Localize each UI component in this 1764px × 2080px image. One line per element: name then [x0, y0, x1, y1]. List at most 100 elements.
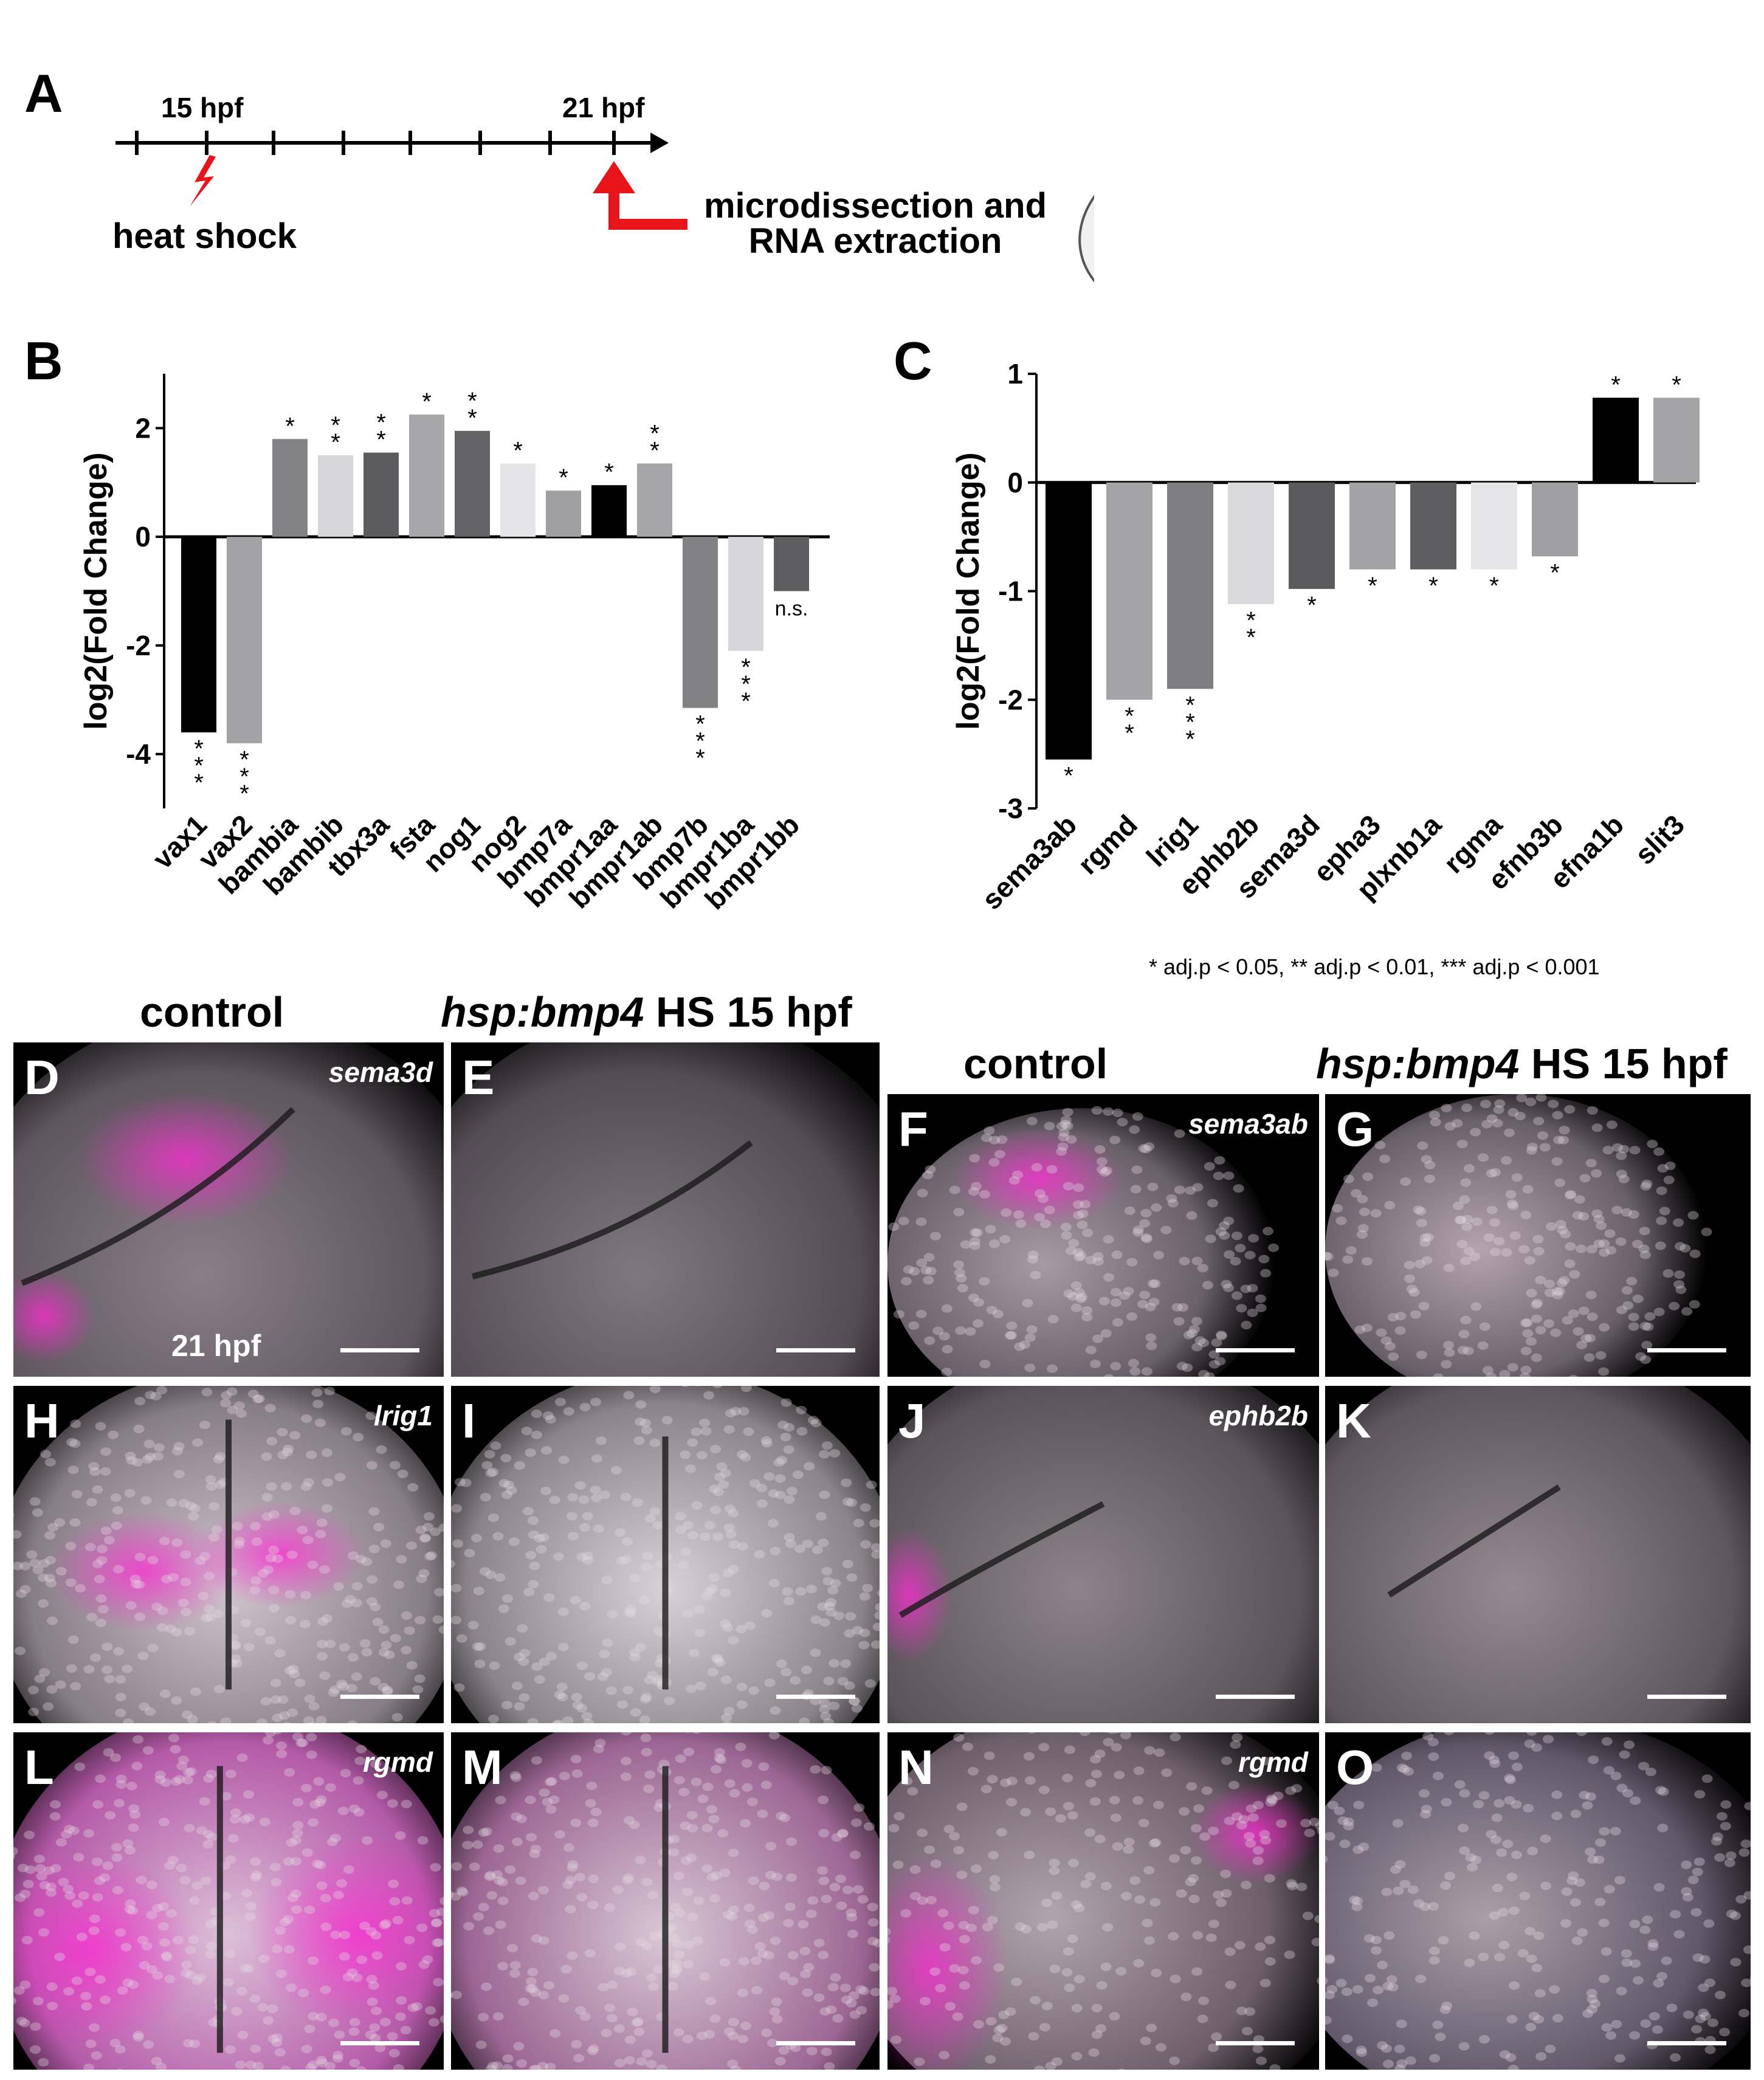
header-control-right: control — [963, 1040, 1108, 1087]
category-label-rgmd: rgmd — [1072, 808, 1143, 880]
significance-star: * — [422, 388, 432, 415]
tick-label-21hpf: 21 hpf — [562, 92, 645, 123]
bar-ephb2b — [1228, 482, 1274, 604]
panel-letter-o: O — [1336, 1740, 1374, 1794]
scale-bar — [1216, 1348, 1295, 1352]
panel-letter-i: I — [462, 1394, 476, 1448]
micro-panel-n: N rgmd — [887, 1732, 1319, 2070]
bar-fsta — [409, 415, 444, 537]
tissue-image — [451, 1732, 880, 2070]
significance-star: * — [695, 711, 705, 738]
bar-bmp7a — [546, 491, 581, 537]
panel-letter-d: D — [24, 1050, 60, 1104]
bar-rgma — [1471, 482, 1517, 570]
significance-star: * — [331, 429, 340, 456]
y-axis-label: log2(Fold Change) — [78, 452, 114, 729]
micro-panel-m: M — [451, 1732, 880, 2070]
header-hs-rest: HS 15 hpf — [1519, 1040, 1728, 1087]
category-label-slit3: slit3 — [1628, 808, 1690, 870]
y-tick-label: -2 — [126, 630, 151, 661]
significance-star: * — [1185, 726, 1195, 752]
bar-bambia — [272, 439, 308, 537]
y-tick-label: -2 — [998, 684, 1023, 715]
heat-shock-label: heat shock — [112, 216, 297, 256]
significance-star: * — [331, 412, 340, 439]
significance-star: * — [1307, 592, 1317, 619]
significance-footnote: * adj.p < 0.05, ** adj.p < 0.01, *** adj… — [1149, 954, 1600, 979]
timeline-svg — [115, 131, 1094, 283]
stage-label: 21 hpf — [171, 1329, 261, 1363]
y-tick-label: -1 — [998, 576, 1023, 607]
significance-star: * — [467, 388, 477, 415]
header-control-left: control — [140, 988, 284, 1036]
tissue-image — [13, 1732, 444, 2070]
scale-bar — [1216, 1695, 1295, 1699]
scale-bar — [1647, 1348, 1726, 1352]
bar-efna1b — [1593, 398, 1639, 483]
bar-bmpr1aa — [591, 485, 627, 537]
micro-panel-f: F sema3ab — [887, 1094, 1319, 1377]
header-hs-right: hsp:bmp4 HS 15 hpf — [1316, 1042, 1728, 1085]
category-label-sema3ab: sema3ab — [976, 808, 1083, 915]
timeline-arrowhead — [650, 133, 669, 153]
bar-bmp7b — [683, 537, 718, 708]
scale-bar — [1647, 1695, 1726, 1699]
panel-letter-a: A — [24, 63, 63, 123]
y-axis-label: log2(Fold Change) — [951, 452, 986, 729]
bar-bmpr1ab — [637, 463, 672, 537]
bar-vax2 — [227, 537, 262, 743]
significance-star: * — [194, 770, 204, 796]
bar-tbx3a — [363, 452, 399, 537]
micro-panel-o: O — [1325, 1732, 1751, 2070]
tissue-image — [887, 1094, 1319, 1377]
panel-letter-b: B — [24, 331, 63, 391]
bar-bmpr1bb — [774, 537, 809, 591]
significance-star: * — [1064, 763, 1073, 790]
significance-star: * — [467, 405, 477, 432]
embryo-head-diagram — [1078, 195, 1094, 283]
significance-star: * — [1246, 624, 1256, 651]
micro-panel-g: G — [1325, 1094, 1751, 1377]
significance-star: * — [239, 763, 249, 790]
gene-label-sema3d: sema3d — [328, 1056, 433, 1088]
scale-bar — [340, 1348, 419, 1352]
scale-bar — [340, 2041, 419, 2045]
significance-star: * — [376, 427, 386, 453]
significance-star: * — [741, 671, 751, 698]
micro-panel-l: L rgmd — [13, 1732, 444, 2070]
tissue-image — [451, 1042, 880, 1377]
heat-shock-lightning-icon — [190, 155, 216, 207]
panel-letter-g: G — [1336, 1102, 1374, 1156]
micro-panel-h: H lrig1 — [13, 1386, 444, 1723]
bar-bmpr1ba — [728, 537, 763, 651]
tissue-image — [887, 1732, 1319, 2070]
scale-bar — [776, 2041, 855, 2045]
y-tick-label: 0 — [1007, 467, 1023, 498]
bar-plxnb1a — [1410, 482, 1456, 570]
scale-bar — [776, 1695, 855, 1699]
y-tick-label: -3 — [998, 793, 1023, 824]
header-hs-rest: HS 15 hpf — [644, 988, 852, 1036]
header-hs-gene: hsp:bmp4 — [1316, 1040, 1520, 1087]
tissue-image — [451, 1386, 880, 1723]
microdissection-label: microdissection and RNA extraction — [699, 188, 1052, 259]
microdissection-line-2: RNA extraction — [748, 221, 1002, 261]
y-tick-label: 0 — [135, 521, 151, 553]
timeline-ticks — [135, 131, 616, 155]
significance-star: * — [376, 410, 386, 436]
panel-letter-l: L — [24, 1740, 54, 1794]
y-tick-label: -4 — [126, 739, 151, 770]
significance-star: * — [239, 746, 249, 773]
micro-panel-j: J ephb2b — [887, 1386, 1319, 1723]
significance-star: * — [513, 437, 523, 464]
panel-letter-n: N — [898, 1740, 934, 1794]
bar-rgmd — [1106, 482, 1152, 700]
panel-letter-f: F — [898, 1102, 928, 1156]
tissue-image — [1325, 1094, 1751, 1377]
bar-sema3ab — [1046, 482, 1092, 760]
panel-letter-e: E — [462, 1050, 495, 1104]
scale-bar — [340, 1695, 419, 1699]
significance-star: * — [650, 420, 660, 447]
panel-letter-h: H — [24, 1394, 60, 1448]
